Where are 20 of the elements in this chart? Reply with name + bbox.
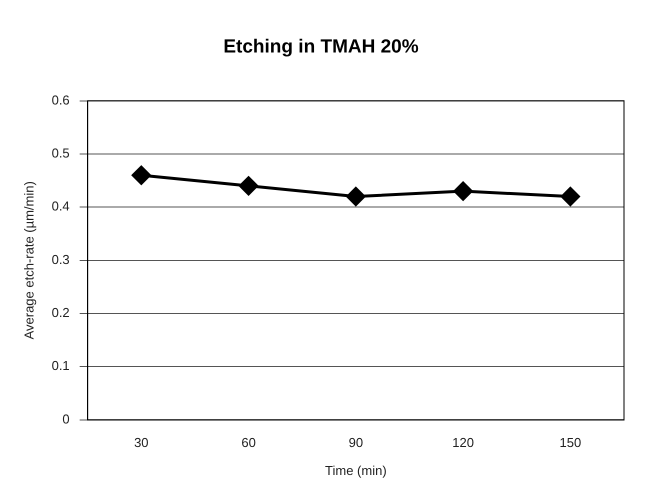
x-tick-label: 60	[241, 435, 256, 450]
x-tick-label: 30	[134, 435, 149, 450]
y-tick-label: 0.5	[52, 146, 70, 161]
x-tick-label: 150	[560, 435, 582, 450]
point	[132, 166, 151, 185]
chart-title: Etching in TMAH 20%	[223, 36, 419, 58]
point	[239, 176, 258, 196]
x-axis-title: Time (min)	[325, 462, 387, 478]
y-tick-label: 0.2	[52, 305, 70, 320]
point	[560, 187, 580, 206]
y-tick-label: 0.6	[52, 92, 70, 108]
point	[346, 187, 366, 206]
point	[454, 182, 473, 201]
y-tick-label: 0.1	[52, 358, 70, 374]
y-axis-title: Average etch-rate (µm/min)	[21, 181, 36, 340]
x-tick-label: 120	[452, 435, 474, 450]
y-tick-label: 0.3	[52, 252, 70, 267]
y-tick-label: 0.4	[52, 198, 70, 214]
y-tick-label: 0	[62, 411, 70, 426]
x-tick-label: 90	[348, 435, 364, 450]
